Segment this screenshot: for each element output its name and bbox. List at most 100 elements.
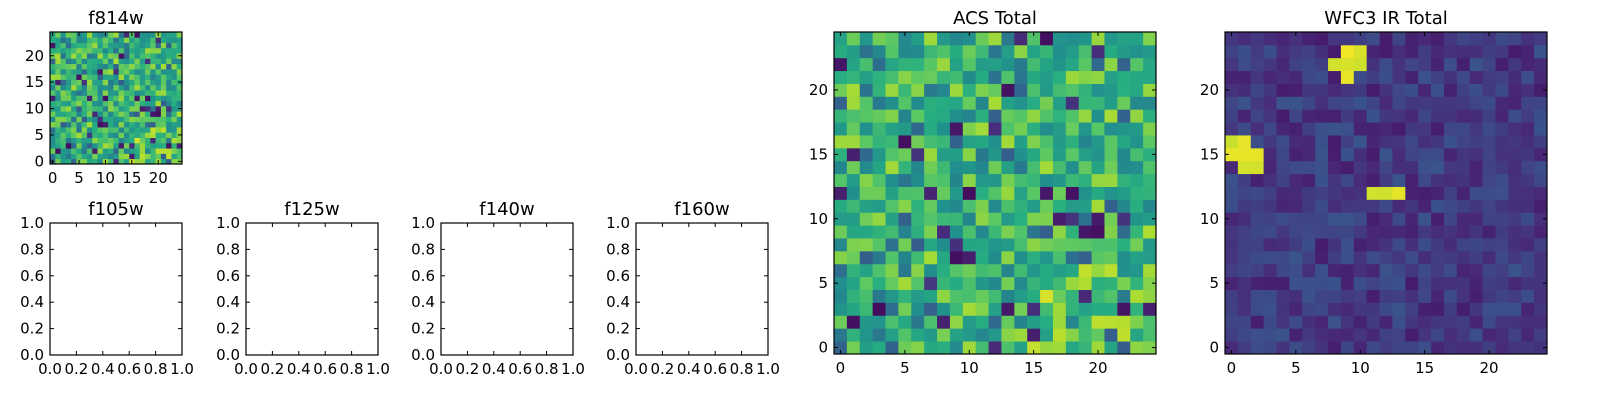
heatmap-cell (1521, 225, 1535, 239)
y-tick-label: 15 (25, 73, 44, 91)
heatmap-cell (86, 68, 93, 75)
heatmap-cell (71, 58, 77, 65)
heatmap-cell (1040, 212, 1054, 226)
heatmap-cell (1276, 250, 1290, 265)
heatmap-cell (859, 225, 874, 239)
heatmap-cell (129, 84, 135, 91)
heatmap-cell (1250, 147, 1265, 162)
heatmap-cell (60, 148, 67, 154)
heatmap-cell (1065, 302, 1080, 316)
heatmap-cell (1289, 186, 1303, 200)
heatmap-cell (885, 70, 899, 84)
heatmap-cell (118, 153, 125, 160)
y-tick-label: 0.8 (606, 240, 630, 258)
heatmap-cell (1328, 109, 1342, 123)
heatmap-cell (898, 135, 912, 149)
heatmap-cell (1130, 44, 1144, 59)
heatmap-cell (1225, 238, 1239, 252)
x-tick-label: 20 (1479, 359, 1498, 377)
heatmap-cell (71, 132, 77, 138)
heatmap-cell (1521, 109, 1535, 123)
heatmap-cell (1289, 96, 1303, 110)
heatmap-cell (1130, 250, 1144, 265)
heatmap-cell (911, 109, 925, 123)
heatmap-cell (1027, 225, 1041, 239)
heatmap-cell (1040, 289, 1054, 303)
heatmap-cell (1143, 302, 1157, 316)
heatmap-cell (1315, 173, 1329, 187)
x-tick-label: 15 (1415, 359, 1434, 377)
heatmap-cell (1225, 122, 1239, 136)
heatmap-cell (1289, 109, 1303, 123)
heatmap-cell (949, 135, 964, 149)
heatmap-cell (988, 135, 1002, 149)
heatmap-cell (1366, 276, 1380, 290)
heatmap-cell (1482, 328, 1496, 342)
heatmap-cell (118, 121, 125, 128)
heatmap-cell (160, 42, 167, 49)
heatmap-cell (1130, 341, 1144, 355)
heatmap-cell (1117, 186, 1131, 200)
heatmap-cell (1237, 302, 1252, 316)
heatmap-cell (1117, 160, 1131, 175)
heatmap-cell (171, 58, 178, 65)
x-tick-label: 0.0 (624, 360, 648, 378)
heatmap-cell (924, 57, 938, 72)
heatmap-cell (166, 153, 172, 160)
heatmap-cell (1001, 173, 1015, 187)
heatmap-cell (60, 116, 67, 123)
heatmap-cell (118, 127, 125, 133)
heatmap-cell (1001, 212, 1015, 226)
heatmap-cell (1001, 186, 1015, 200)
heatmap-cell (911, 225, 925, 239)
heatmap-cell (139, 63, 146, 70)
heatmap-cell (1130, 173, 1144, 187)
heatmap-cell (924, 341, 938, 355)
heatmap-cell (1315, 122, 1329, 136)
heatmap-cell (1431, 70, 1445, 84)
heatmap-cell (859, 250, 874, 265)
heatmap-cell (988, 263, 1002, 278)
y-tick-label: 0.4 (606, 293, 630, 311)
heatmap-cell (1065, 109, 1080, 123)
heatmap-cell (1263, 250, 1277, 265)
heatmap-cell (139, 121, 146, 128)
heatmap-cell (1353, 135, 1368, 149)
x-tick-label: 0.0 (234, 360, 258, 378)
heatmap-cell (139, 47, 146, 54)
heatmap-cell (834, 328, 848, 342)
heatmap-cell (1052, 57, 1067, 72)
heatmap-cell (86, 47, 93, 54)
heatmap-cell (134, 42, 141, 49)
heatmap-cell (1276, 109, 1290, 123)
heatmap-cell (102, 58, 109, 65)
heatmap-cell (1027, 147, 1041, 162)
heatmap-cell (55, 100, 61, 107)
heatmap-cell (1302, 263, 1316, 278)
heatmap-cell (937, 289, 951, 303)
heatmap-cell (1078, 186, 1092, 200)
heatmap-cell (65, 137, 72, 144)
heatmap-cell (1250, 225, 1265, 239)
heatmap-cell (1065, 263, 1080, 278)
heatmap-cell (962, 96, 977, 110)
heatmap-cell (1276, 199, 1290, 213)
heatmap-cell (859, 44, 874, 59)
heatmap-cell (102, 153, 109, 160)
heatmap-cell (118, 90, 125, 96)
heatmap-cell (1250, 289, 1265, 303)
heatmap-cell (145, 105, 151, 112)
heatmap-cell (1143, 225, 1157, 239)
heatmap-cell (1366, 212, 1380, 226)
heatmap-cell (113, 63, 120, 70)
heatmap-cell (1469, 160, 1483, 175)
heatmap-cell (962, 109, 977, 123)
heatmap-cell (92, 79, 98, 86)
heatmap-cell (1443, 173, 1458, 187)
heatmap-cell (1302, 276, 1316, 290)
heatmap-cell (1078, 135, 1092, 149)
heatmap-cell (1366, 199, 1380, 213)
heatmap-cell (1405, 315, 1419, 329)
heatmap-cell (1328, 263, 1342, 278)
heatmap-cell (71, 100, 77, 107)
